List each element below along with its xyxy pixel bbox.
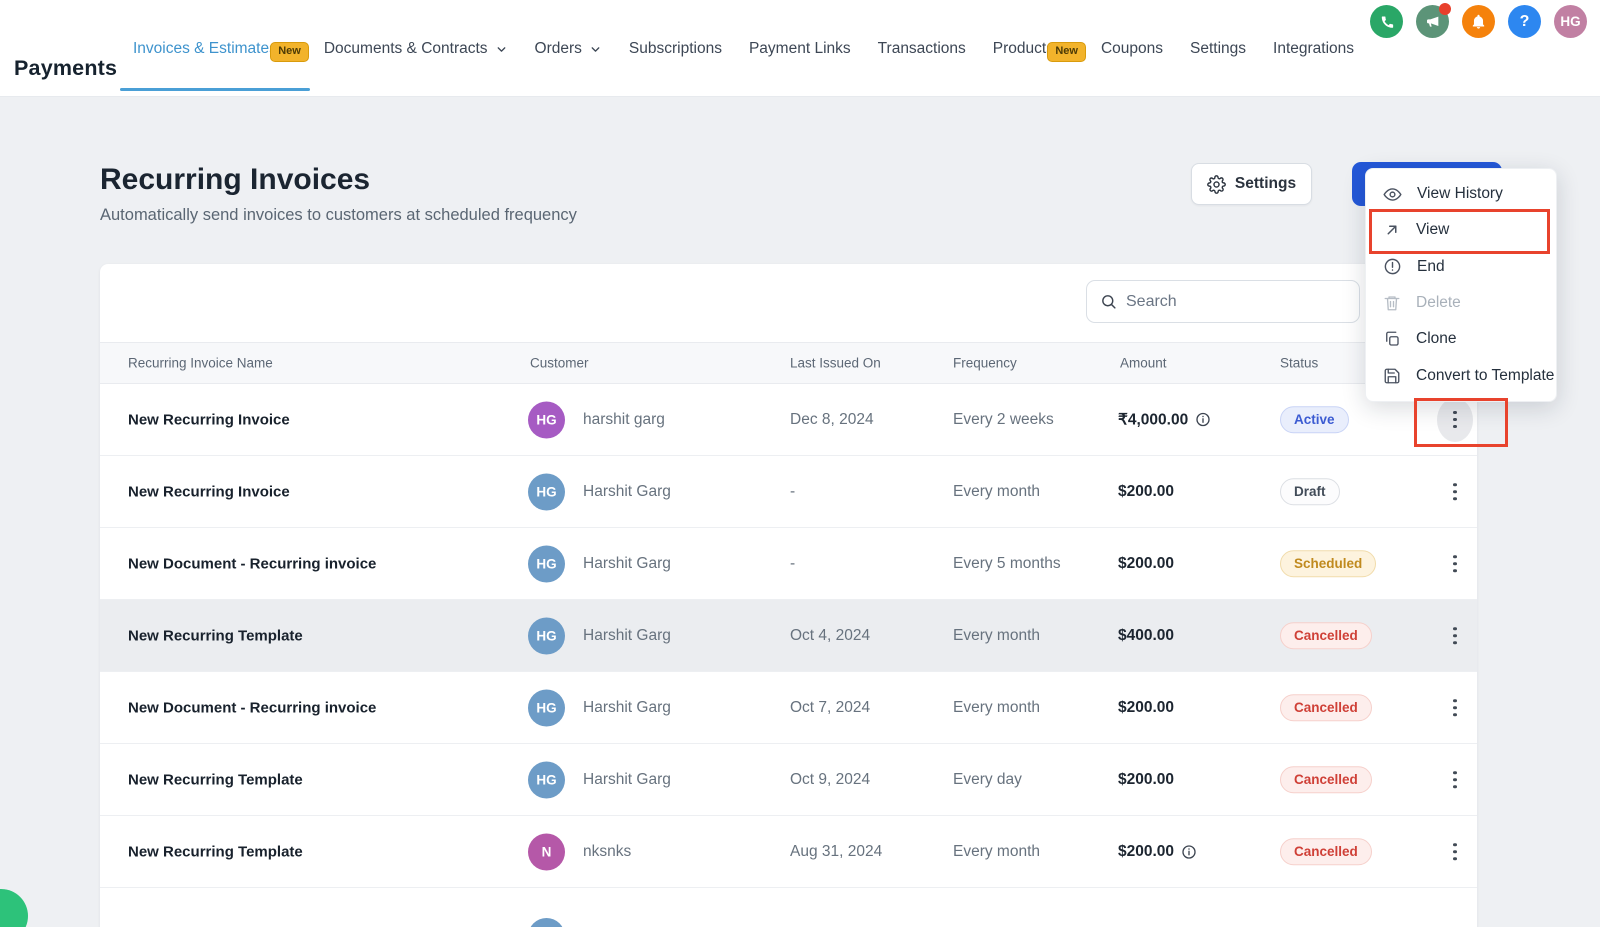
nav-item-invoices-estimates[interactable]: Invoices & Estimates New	[120, 0, 310, 97]
nav-item-coupons[interactable]: Coupons	[1100, 39, 1164, 57]
help-button[interactable]: ?	[1508, 5, 1541, 38]
chat-widget-button[interactable]	[0, 889, 28, 927]
page-subtitle: Automatically send invoices to customers…	[100, 206, 577, 224]
recurring-invoices-card: Recurring Invoice Name Customer Last Iss…	[100, 264, 1477, 927]
save-icon	[1383, 367, 1401, 385]
column-header-frequency: Frequency	[953, 355, 1017, 371]
avatar: N	[528, 833, 565, 870]
new-badge: New	[1047, 42, 1086, 62]
arrow-up-right-icon	[1383, 221, 1401, 239]
trash-icon	[1383, 294, 1401, 312]
search-icon	[1100, 293, 1117, 310]
nav-item-orders[interactable]: Orders	[535, 0, 602, 97]
alert-circle-icon	[1383, 257, 1402, 276]
row-actions-button[interactable]	[1447, 549, 1463, 579]
table-row[interactable]: New Document - Recurring invoice HG Hars…	[100, 672, 1477, 744]
avatar: HG	[528, 473, 565, 510]
menu-item-clone[interactable]: Clone	[1366, 321, 1556, 357]
row-actions-button[interactable]	[1447, 765, 1463, 795]
bell-icon	[1470, 13, 1487, 30]
nav-item-settings[interactable]: Settings	[1190, 39, 1247, 57]
table-row[interactable]: New Recurring Template HG Harshit Garg O…	[100, 744, 1477, 816]
notifications-button[interactable]	[1462, 5, 1495, 38]
menu-item-end[interactable]: End	[1366, 249, 1556, 285]
chevron-down-icon	[589, 43, 602, 56]
table-row[interactable]: New Recurring Invoice HG Harshit Garg - …	[100, 456, 1477, 528]
chevron-down-icon	[495, 43, 508, 56]
status-badge: Draft	[1280, 477, 1340, 506]
notification-dot	[1439, 3, 1451, 15]
avatar: HG	[528, 761, 565, 798]
menu-item-delete: Delete	[1366, 285, 1556, 321]
column-header-customer: Customer	[530, 355, 589, 371]
kebab-icon	[1447, 405, 1463, 435]
page-title: Recurring Invoices	[100, 163, 371, 196]
eye-icon	[1383, 185, 1402, 204]
avatar: HG	[528, 617, 565, 654]
column-header-last-issued: Last Issued On	[790, 355, 881, 371]
avatar: HG	[528, 401, 565, 438]
column-header-name: Recurring Invoice Name	[128, 355, 273, 371]
table-row[interactable]: New Document - Recurring invoice HG Hars…	[100, 528, 1477, 600]
nav-item-integrations[interactable]: Integrations	[1273, 39, 1355, 57]
row-actions-button-open[interactable]	[1437, 397, 1473, 442]
table-body: New Recurring Invoice HG harshit garg De…	[100, 384, 1477, 927]
nav-item-payment-links[interactable]: Payment Links	[748, 39, 851, 57]
row-actions-button[interactable]	[1447, 693, 1463, 723]
topbar-actions: ? HG	[1370, 3, 1587, 38]
amount-info-icon	[1181, 844, 1197, 860]
status-badge: Cancelled	[1280, 765, 1372, 794]
question-mark-icon: ?	[1519, 12, 1530, 30]
app-logo: Payments	[14, 56, 118, 80]
top-navigation-bar: Payments Invoices & Estimates New Docume…	[0, 0, 1600, 97]
menu-item-view-history[interactable]: View History	[1366, 176, 1556, 212]
search-input[interactable]	[1126, 292, 1346, 311]
row-actions-button[interactable]	[1447, 621, 1463, 651]
column-header-status: Status	[1280, 355, 1319, 371]
row-actions-context-menu: View History View End Delete Clone Conve…	[1365, 168, 1557, 402]
nav-item-products[interactable]: Products New	[993, 0, 1086, 97]
table-row[interactable]: New Recurring Template N nksnks Aug 31, …	[100, 816, 1477, 888]
search-box	[1086, 280, 1360, 323]
row-actions-button[interactable]	[1447, 477, 1463, 507]
status-badge: Active	[1280, 405, 1349, 434]
avatar: HG	[528, 689, 565, 726]
nav-item-subscriptions[interactable]: Subscriptions	[628, 39, 722, 57]
table-header: Recurring Invoice Name Customer Last Iss…	[100, 342, 1477, 384]
megaphone-icon	[1425, 14, 1441, 30]
amount-info-icon	[1195, 412, 1211, 428]
nav-item-documents-contracts[interactable]: Documents & Contracts	[324, 0, 508, 97]
table-row[interactable]	[100, 888, 1477, 927]
status-badge: Scheduled	[1280, 549, 1377, 578]
table-row[interactable]: New Recurring Invoice HG harshit garg De…	[100, 384, 1477, 456]
avatar: HG	[528, 545, 565, 582]
new-badge: New	[270, 42, 309, 62]
gear-icon	[1207, 174, 1226, 194]
status-badge: Cancelled	[1280, 693, 1372, 722]
user-avatar[interactable]: HG	[1554, 5, 1587, 38]
status-badge: Cancelled	[1280, 621, 1372, 650]
status-badge: Cancelled	[1280, 837, 1372, 866]
phone-support-button[interactable]	[1370, 5, 1403, 38]
menu-item-convert-to-template[interactable]: Convert to Template	[1366, 357, 1556, 393]
menu-item-view[interactable]: View	[1366, 212, 1556, 248]
nav-item-transactions[interactable]: Transactions	[877, 39, 966, 57]
settings-button[interactable]: Settings	[1191, 163, 1312, 205]
copy-icon	[1383, 330, 1401, 348]
row-actions-button[interactable]	[1447, 837, 1463, 867]
announcements-button[interactable]	[1416, 3, 1451, 38]
avatar	[528, 918, 565, 927]
main-nav: Invoices & Estimates New Documents & Con…	[120, 0, 1355, 97]
phone-icon	[1379, 14, 1395, 30]
column-header-amount: Amount	[1120, 355, 1167, 371]
table-row[interactable]: New Recurring Template HG Harshit Garg O…	[100, 600, 1477, 672]
